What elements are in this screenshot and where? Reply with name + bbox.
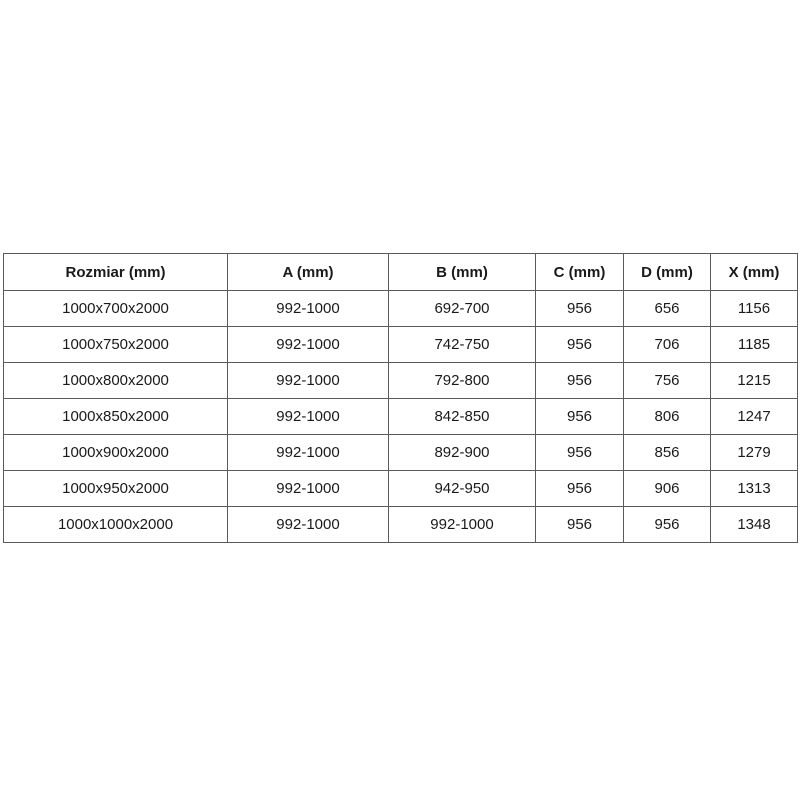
table-row: 1000x950x2000 992-1000 942-950 956 906 1… bbox=[3, 470, 798, 507]
table-cell-c: 956 bbox=[535, 326, 624, 363]
table-cell-b: 942-950 bbox=[388, 470, 536, 507]
column-header-d: D (mm) bbox=[623, 253, 711, 291]
table-cell-rozmiar: 1000x1000x2000 bbox=[3, 506, 228, 543]
table-row: 1000x750x2000 992-1000 742-750 956 706 1… bbox=[3, 326, 798, 363]
table-row: 1000x700x2000 992-1000 692-700 956 656 1… bbox=[3, 290, 798, 327]
header-row: Rozmiar (mm) A (mm) B (mm) C (mm) D (mm)… bbox=[3, 253, 798, 291]
table-cell-a: 992-1000 bbox=[227, 434, 389, 471]
column-header-rozmiar: Rozmiar (mm) bbox=[3, 253, 228, 291]
column-header-c: C (mm) bbox=[535, 253, 624, 291]
table-cell-c: 956 bbox=[535, 290, 624, 327]
table-cell-c: 956 bbox=[535, 434, 624, 471]
table-cell-b: 892-900 bbox=[388, 434, 536, 471]
table-cell-a: 992-1000 bbox=[227, 506, 389, 543]
column-header-b: B (mm) bbox=[388, 253, 536, 291]
table-cell-rozmiar: 1000x700x2000 bbox=[3, 290, 228, 327]
table-cell-b: 992-1000 bbox=[388, 506, 536, 543]
table-row: 1000x900x2000 992-1000 892-900 956 856 1… bbox=[3, 434, 798, 471]
table-cell-d: 756 bbox=[623, 362, 711, 399]
table-cell-b: 692-700 bbox=[388, 290, 536, 327]
table-cell-a: 992-1000 bbox=[227, 398, 389, 435]
table-row: 1000x800x2000 992-1000 792-800 956 756 1… bbox=[3, 362, 798, 399]
table-cell-x: 1313 bbox=[710, 470, 798, 507]
table-cell-x: 1279 bbox=[710, 434, 798, 471]
table-cell-rozmiar: 1000x850x2000 bbox=[3, 398, 228, 435]
table-cell-rozmiar: 1000x750x2000 bbox=[3, 326, 228, 363]
table-cell-b: 742-750 bbox=[388, 326, 536, 363]
table-cell-d: 956 bbox=[623, 506, 711, 543]
table-cell-a: 992-1000 bbox=[227, 470, 389, 507]
dimensions-table: Rozmiar (mm) A (mm) B (mm) C (mm) D (mm)… bbox=[3, 253, 798, 543]
table-cell-a: 992-1000 bbox=[227, 362, 389, 399]
table-cell-a: 992-1000 bbox=[227, 290, 389, 327]
table-cell-d: 706 bbox=[623, 326, 711, 363]
table-cell-c: 956 bbox=[535, 398, 624, 435]
table-cell-d: 856 bbox=[623, 434, 711, 471]
column-header-x: X (mm) bbox=[710, 253, 798, 291]
table-cell-x: 1156 bbox=[710, 290, 798, 327]
table-cell-rozmiar: 1000x800x2000 bbox=[3, 362, 228, 399]
table-cell-c: 956 bbox=[535, 506, 624, 543]
table-cell-d: 806 bbox=[623, 398, 711, 435]
table-row: 1000x850x2000 992-1000 842-850 956 806 1… bbox=[3, 398, 798, 435]
table-cell-c: 956 bbox=[535, 470, 624, 507]
table-cell-b: 842-850 bbox=[388, 398, 536, 435]
table-cell-x: 1348 bbox=[710, 506, 798, 543]
table-cell-d: 656 bbox=[623, 290, 711, 327]
table-row: 1000x1000x2000 992-1000 992-1000 956 956… bbox=[3, 506, 798, 543]
table-cell-x: 1247 bbox=[710, 398, 798, 435]
table-cell-x: 1215 bbox=[710, 362, 798, 399]
table-cell-b: 792-800 bbox=[388, 362, 536, 399]
table-cell-rozmiar: 1000x950x2000 bbox=[3, 470, 228, 507]
table-cell-c: 956 bbox=[535, 362, 624, 399]
size-table-container: Rozmiar (mm) A (mm) B (mm) C (mm) D (mm)… bbox=[3, 253, 798, 543]
table-cell-x: 1185 bbox=[710, 326, 798, 363]
column-header-a: A (mm) bbox=[227, 253, 389, 291]
table-cell-a: 992-1000 bbox=[227, 326, 389, 363]
table-cell-rozmiar: 1000x900x2000 bbox=[3, 434, 228, 471]
table-cell-d: 906 bbox=[623, 470, 711, 507]
